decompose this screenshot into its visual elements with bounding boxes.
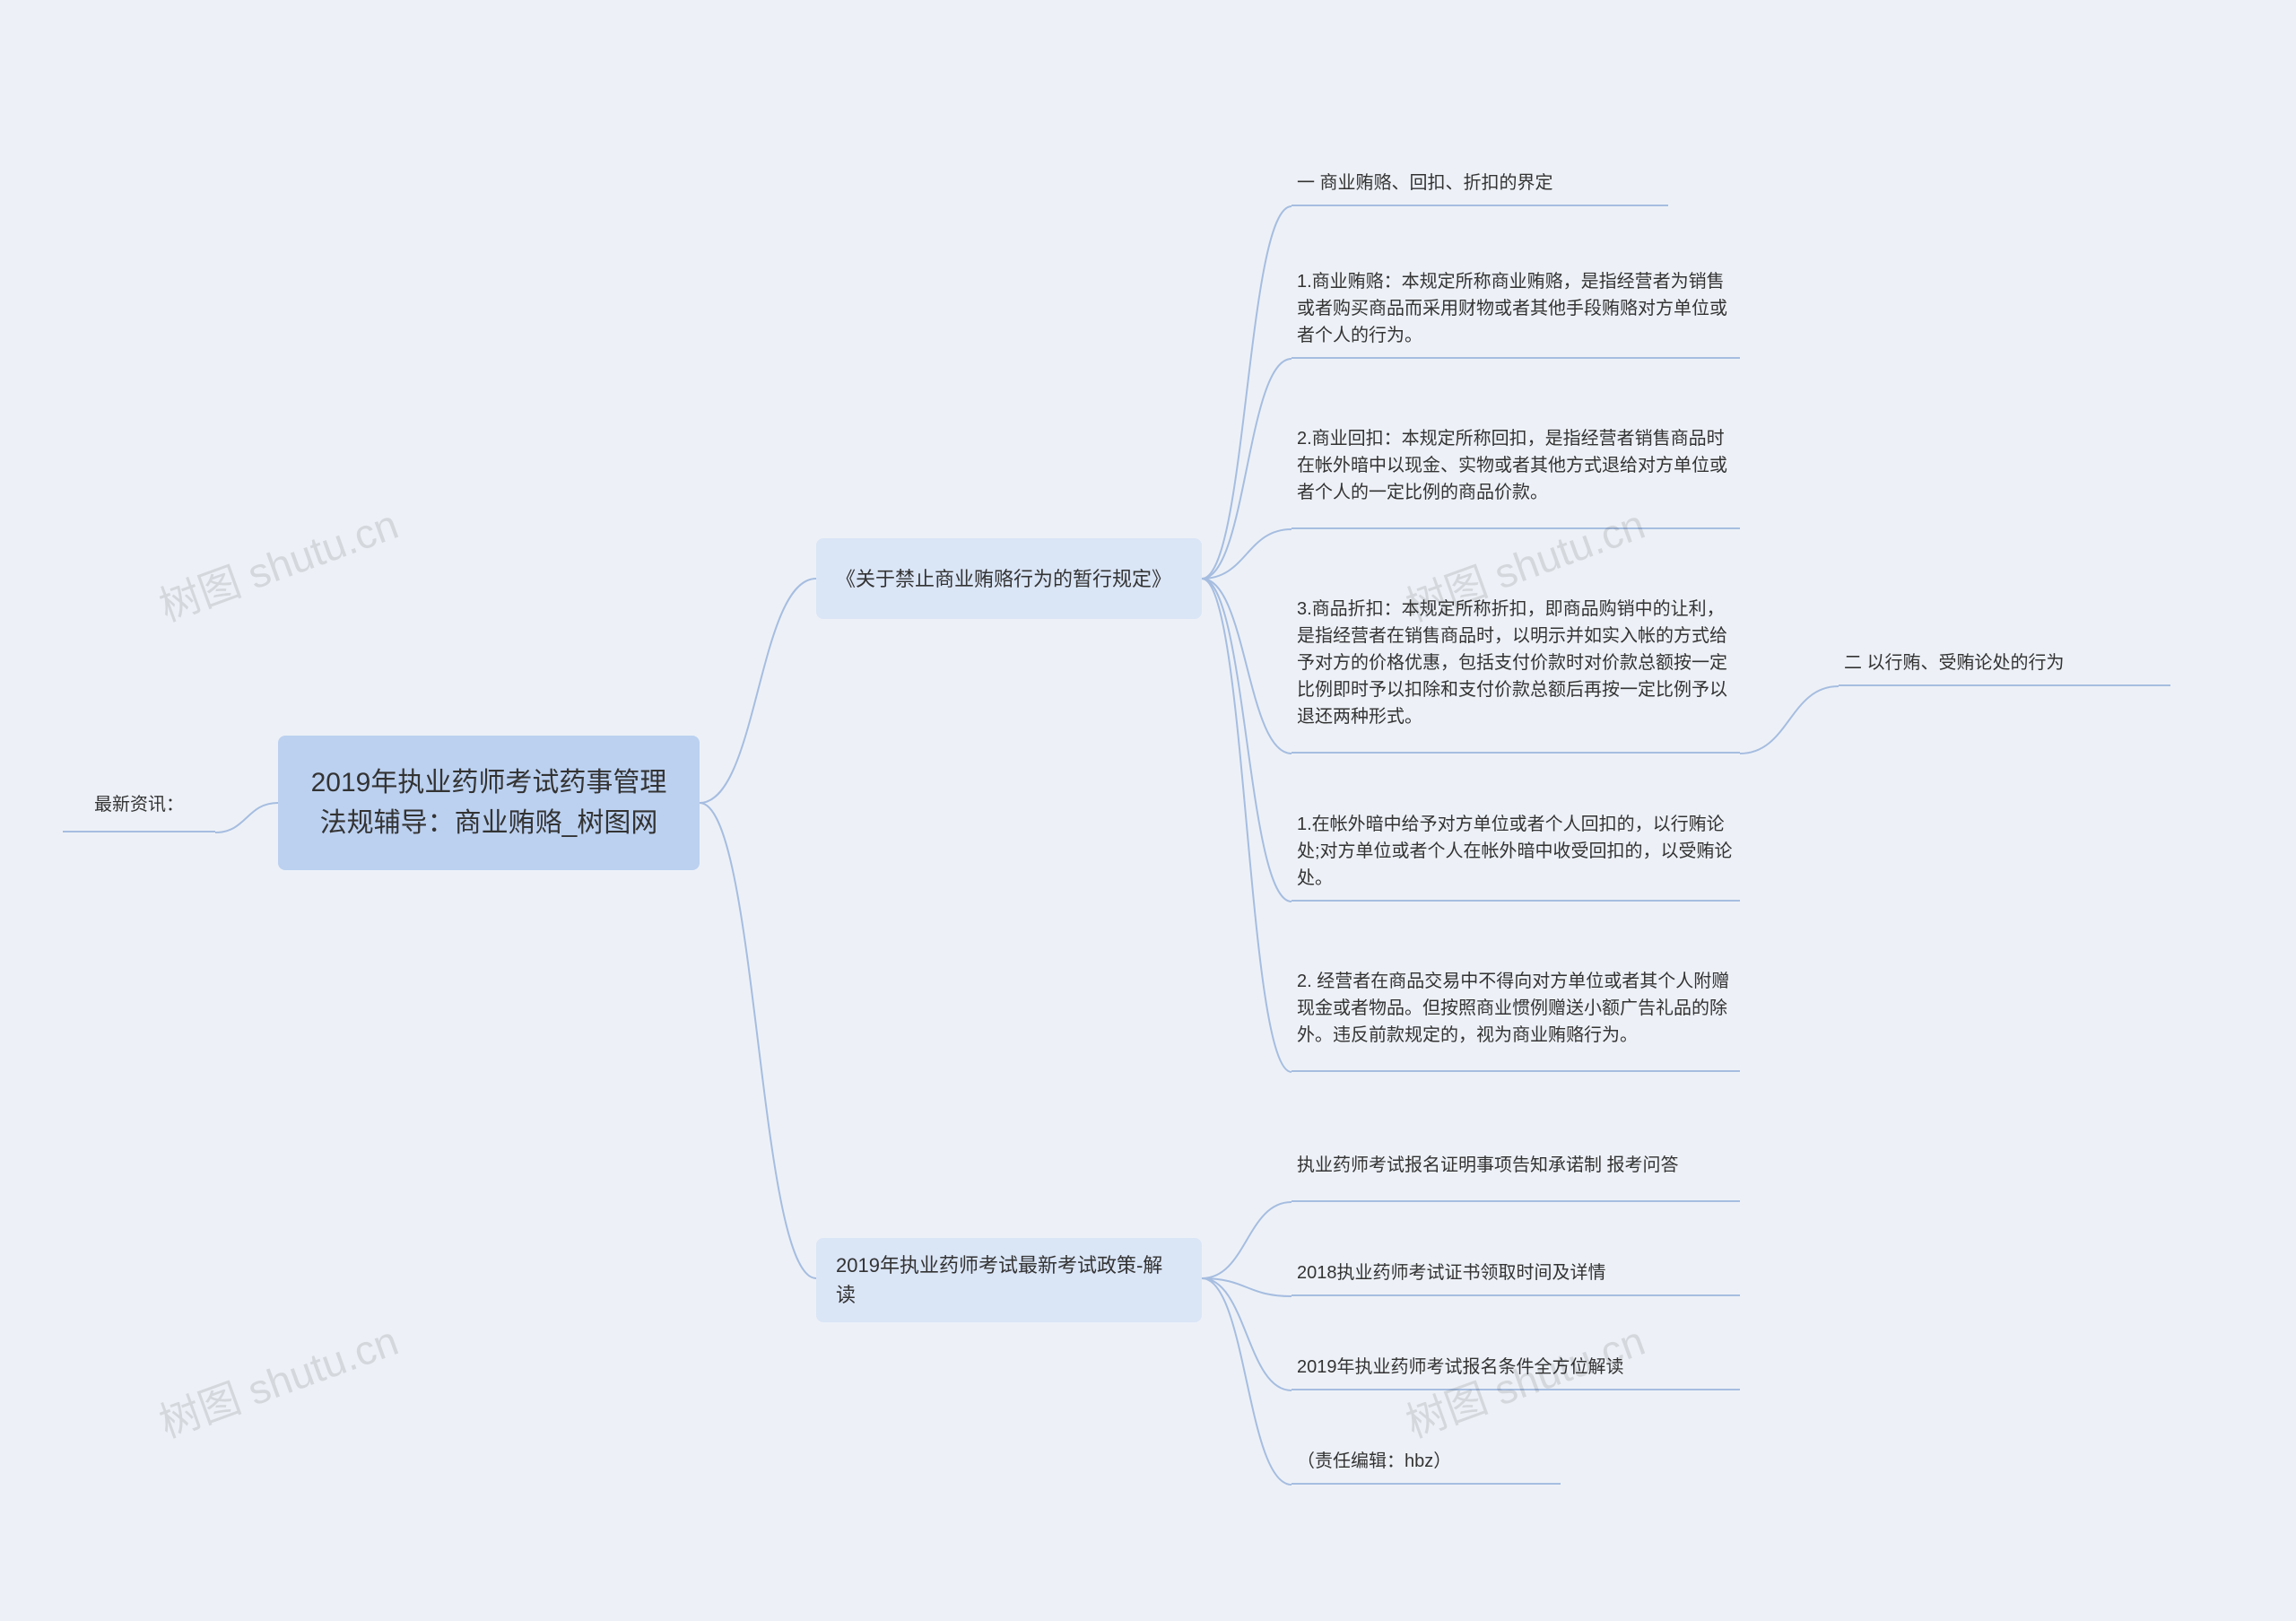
edge-root-branch2 (700, 803, 816, 1278)
node-root: 2019年执业药师考试药事管理法规辅导：商业贿赂_树图网 (278, 736, 700, 870)
node-b1_leaf3: 2.商业回扣：本规定所称回扣，是指经营者销售商品时在帐外暗中以现金、实物或者其他… (1292, 404, 1740, 529)
edge-branch1-b1_leaf5 (1202, 579, 1292, 902)
edge-branch2-b2_leaf1 (1202, 1202, 1292, 1278)
node-b2_leaf2: 2018执业药师考试证书领取时间及详情 (1292, 1251, 1740, 1296)
edge-root-branch1 (700, 579, 816, 803)
node-b1_leaf4: 3.商品折扣：本规定所称折扣，即商品购销中的让利，是指经营者在销售商品时，以明示… (1292, 574, 1740, 754)
mindmap-canvas: 最新资讯： 2019年执业药师考试药事管理法规辅导：商业贿赂_树图网 《关于禁止商业… (0, 0, 2296, 1621)
edge-b1_leaf4-b1_leaf4_side (1740, 686, 1839, 754)
edge-branch2-b2_leaf4 (1202, 1278, 1292, 1485)
node-left_tag: 最新资讯： (63, 779, 215, 832)
node-b2_leaf4: （责任编辑：hbz） (1292, 1440, 1561, 1485)
edge-left_tag-root (215, 803, 278, 832)
node-b1_leaf6: 2. 经营者在商品交易中不得向对方单位或者其个人附赠现金或者物品。但按照商业惯例… (1292, 946, 1740, 1072)
node-branch2: 2019年执业药师考试最新考试政策-解读 (816, 1238, 1202, 1322)
node-b2_leaf3: 2019年执业药师考试报名条件全方位解读 (1292, 1346, 1740, 1390)
edge-branch1-b1_leaf4 (1202, 579, 1292, 754)
edge-branch1-b1_leaf1 (1202, 206, 1292, 579)
node-b1_leaf2: 1.商业贿赂：本规定所称商业贿赂，是指经营者为销售或者购买商品而采用财物或者其他… (1292, 260, 1740, 359)
edge-branch2-b2_leaf2 (1202, 1278, 1292, 1296)
edge-branch1-b1_leaf6 (1202, 579, 1292, 1072)
node-branch1: 《关于禁止商业贿赂行为的暂行规定》 (816, 538, 1202, 619)
node-b1_leaf1: 一 商业贿赂、回扣、折扣的界定 (1292, 161, 1668, 206)
node-b1_leaf5: 1.在帐外暗中给予对方单位或者个人回扣的，以行贿论处;对方单位或者个人在帐外暗中… (1292, 803, 1740, 902)
node-b2_leaf1: 执业药师考试报名证明事项告知承诺制 报考问答 (1292, 1130, 1740, 1202)
node-b1_leaf4_side: 二 以行贿、受贿论处的行为 (1839, 641, 2170, 686)
